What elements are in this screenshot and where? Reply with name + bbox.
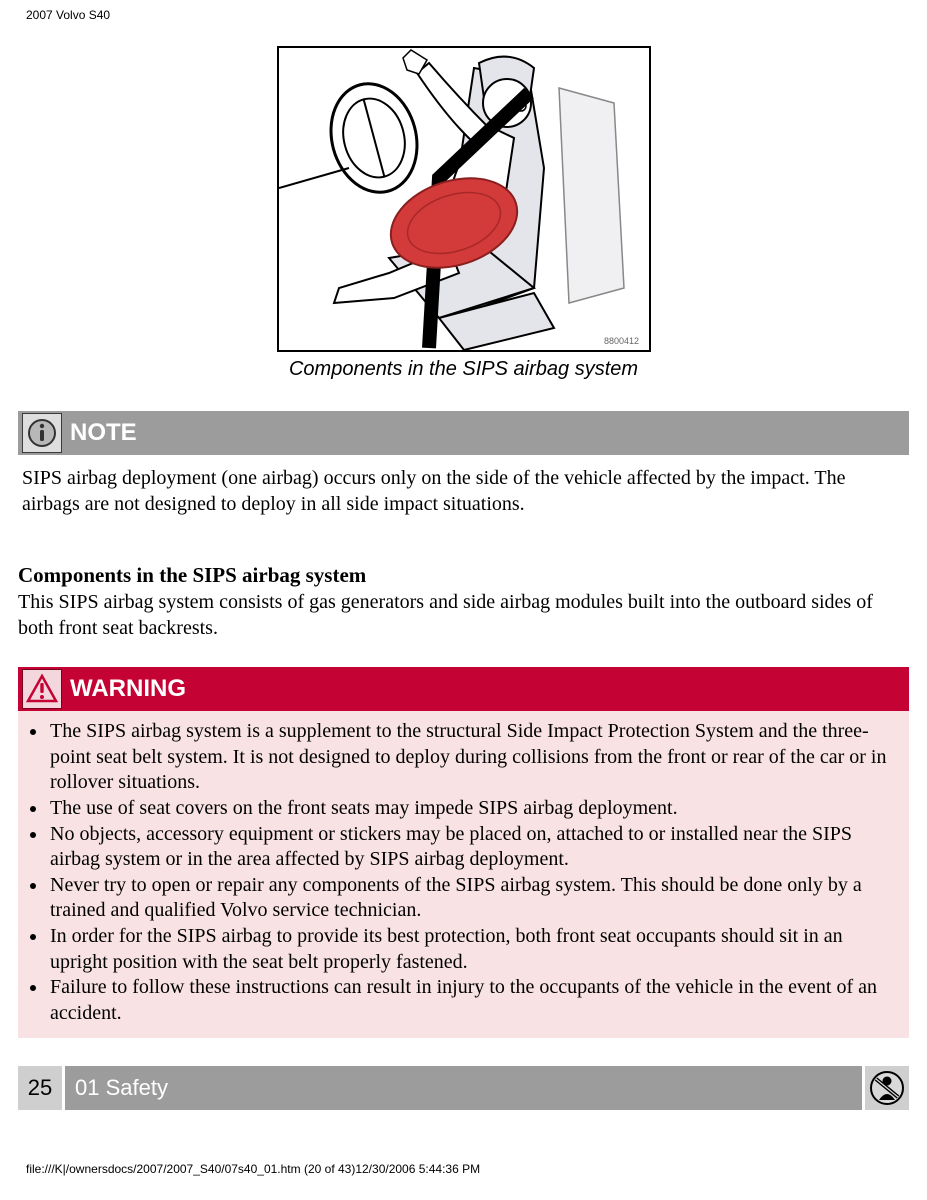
chapter-title: 01 Safety bbox=[65, 1066, 862, 1110]
warning-label: WARNING bbox=[70, 675, 186, 703]
document-header: 2007 Volvo S40 bbox=[26, 8, 909, 22]
warning-item: No objects, accessory equipment or stick… bbox=[48, 822, 903, 873]
warning-list: The SIPS airbag system is a supplement t… bbox=[24, 719, 903, 1026]
warning-body: The SIPS airbag system is a supplement t… bbox=[18, 711, 909, 1038]
page-number: 25 bbox=[18, 1066, 62, 1110]
warning-item: Never try to open or repair any componen… bbox=[48, 873, 903, 924]
note-header-bar: NOTE bbox=[18, 411, 909, 455]
info-icon bbox=[22, 413, 62, 453]
figure: 8800412 Components in the SIPS airbag sy… bbox=[18, 46, 909, 381]
seatbelt-icon bbox=[865, 1066, 909, 1110]
note-callout: NOTE SIPS airbag deployment (one airbag)… bbox=[18, 411, 909, 535]
sips-airbag-illustration: 8800412 bbox=[277, 46, 651, 352]
warning-header-bar: WARNING bbox=[18, 667, 909, 711]
warning-item: Failure to follow these instructions can… bbox=[48, 975, 903, 1026]
figure-ref-number: 8800412 bbox=[603, 336, 638, 346]
section-body-text: This SIPS airbag system consists of gas … bbox=[18, 590, 909, 641]
note-body-text: SIPS airbag deployment (one airbag) occu… bbox=[18, 455, 909, 535]
warning-item: The use of seat covers on the front seat… bbox=[48, 796, 903, 822]
warning-item: In order for the SIPS airbag to provide … bbox=[48, 924, 903, 975]
note-label: NOTE bbox=[70, 419, 137, 447]
warning-item: The SIPS airbag system is a supplement t… bbox=[48, 719, 903, 796]
section-heading: Components in the SIPS airbag system bbox=[18, 563, 909, 588]
chapter-footer-bar: 25 01 Safety bbox=[18, 1066, 909, 1110]
figure-caption: Components in the SIPS airbag system bbox=[18, 358, 909, 381]
footer-file-path: file:///K|/ownersdocs/2007/2007_S40/07s4… bbox=[26, 1162, 909, 1176]
warning-callout: WARNING The SIPS airbag system is a supp… bbox=[18, 667, 909, 1038]
warning-triangle-icon bbox=[22, 669, 62, 709]
